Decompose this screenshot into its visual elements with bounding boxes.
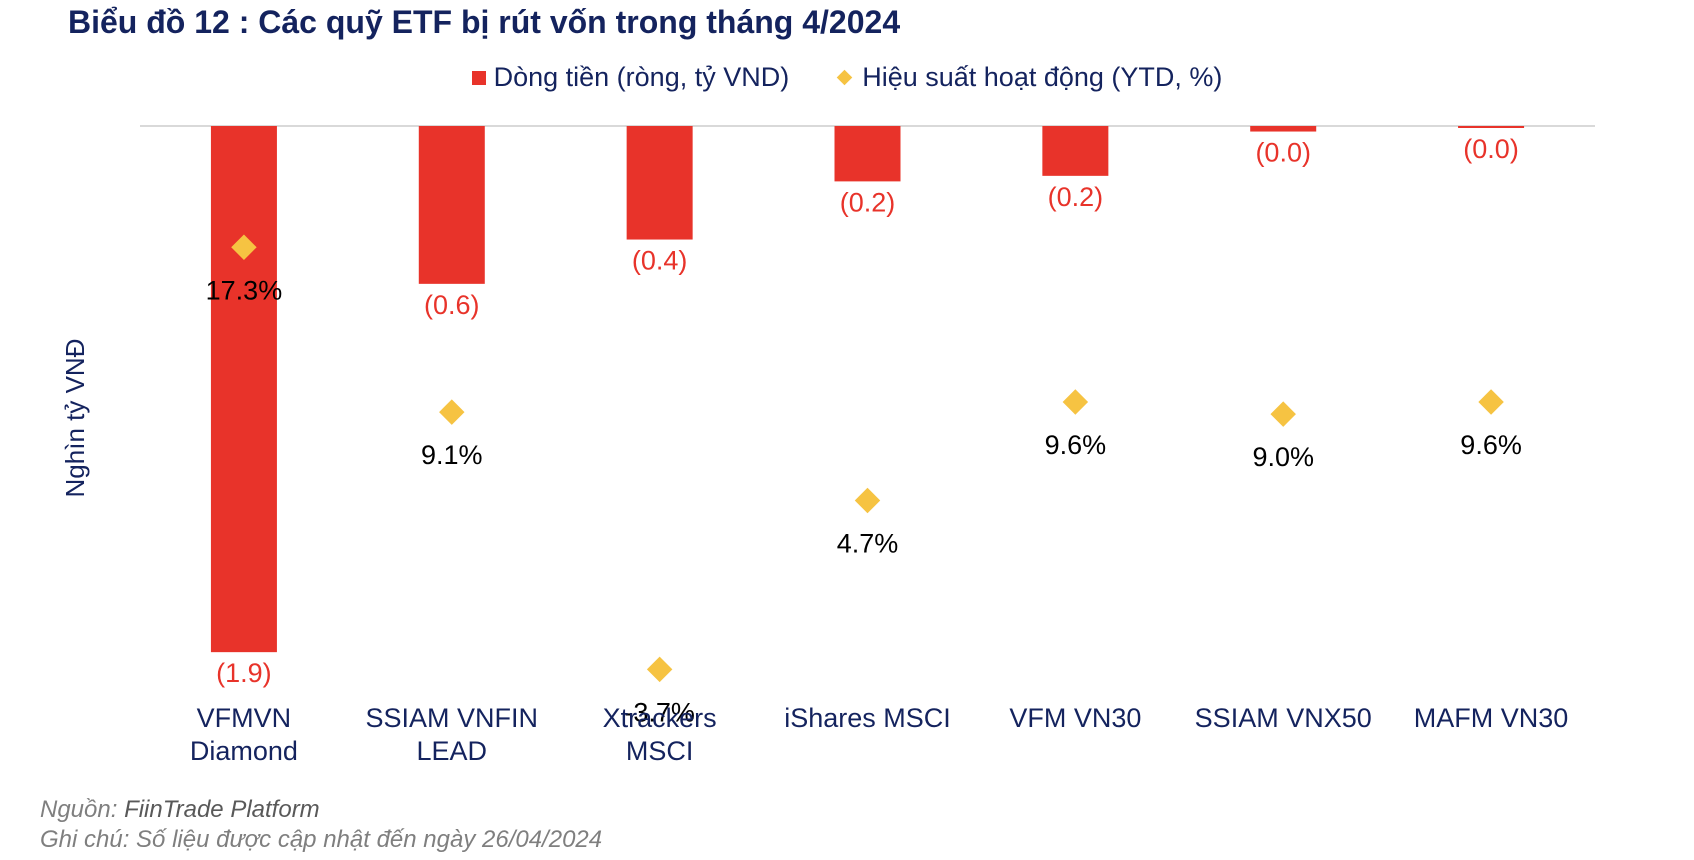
legend-item-performance: Hiệu suất hoạt động (YTD, %)	[836, 62, 1223, 93]
bar-0	[210, 126, 277, 653]
category-label-2-0: Xtrackers	[603, 703, 717, 733]
note-line: Ghi chú: Số liệu được cập nhật đến ngày …	[40, 826, 603, 853]
category-label-2-1: MSCI	[626, 736, 694, 766]
bar-2	[626, 126, 693, 240]
performance-point-3	[854, 487, 881, 514]
bar-label-0: (1.9)	[216, 658, 272, 688]
bar-4	[1042, 126, 1109, 176]
performance-label-0: 17.3%	[206, 275, 283, 305]
source-line: Nguồn: FiinTrade Platform	[40, 796, 320, 824]
category-label-0-1: Diamond	[190, 736, 298, 766]
category-label-3-0: iShares MSCI	[784, 703, 951, 733]
bar-3	[834, 126, 901, 182]
bar-label-4: (0.2)	[1048, 182, 1104, 212]
bar-label-5: (0.0)	[1255, 138, 1311, 168]
category-label-1-0: SSIAM VNFIN	[366, 703, 539, 733]
bar-label-2: (0.4)	[632, 246, 688, 276]
performance-label-2: -3.7%	[624, 697, 695, 727]
category-label-4-0: VFM VN30	[1009, 703, 1141, 733]
bar-1	[418, 126, 485, 284]
chart-legend: Dòng tiền (ròng, tỷ VND) Hiệu suất hoạt …	[0, 62, 1694, 93]
performance-point-2	[646, 656, 673, 683]
performance-label-3: 4.7%	[837, 529, 899, 559]
source-prefix: Nguồn:	[40, 796, 125, 823]
performance-point-6	[1478, 389, 1504, 415]
bar-label-6: (0.0)	[1463, 134, 1519, 164]
bar-5	[1250, 126, 1317, 132]
category-label-5-0: SSIAM VNX50	[1195, 703, 1372, 733]
category-label-1-1: LEAD	[417, 736, 488, 766]
legend-item-flow: Dòng tiền (ròng, tỷ VND)	[471, 62, 790, 93]
bar-label-1: (0.6)	[424, 290, 480, 320]
bar-6	[1458, 126, 1525, 128]
performance-label-1: 9.1%	[421, 440, 483, 470]
performance-label-5: 9.0%	[1252, 442, 1314, 472]
legend-label-performance: Hiệu suất hoạt động (YTD, %)	[862, 62, 1223, 92]
category-label-0-0: VFMVN	[197, 703, 292, 733]
source-name: FiinTrade Platform	[124, 796, 320, 823]
performance-label-6: 9.6%	[1460, 430, 1522, 460]
performance-point-4	[1062, 389, 1089, 415]
category-label-6-0: MAFM VN30	[1414, 703, 1569, 733]
legend-label-flow: Dòng tiền (ròng, tỷ VND)	[493, 62, 790, 92]
performance-point-1	[439, 399, 465, 425]
performance-label-4: 9.6%	[1045, 430, 1107, 460]
chart-title: Biểu đồ 12 : Các quỹ ETF bị rút vốn tron…	[68, 4, 901, 40]
performance-point-5	[1270, 401, 1296, 427]
y-axis-label: Nghìn tỷ VNĐ	[60, 339, 90, 498]
bar-label-3: (0.2)	[840, 187, 896, 217]
legend-swatch-bar	[471, 70, 486, 85]
